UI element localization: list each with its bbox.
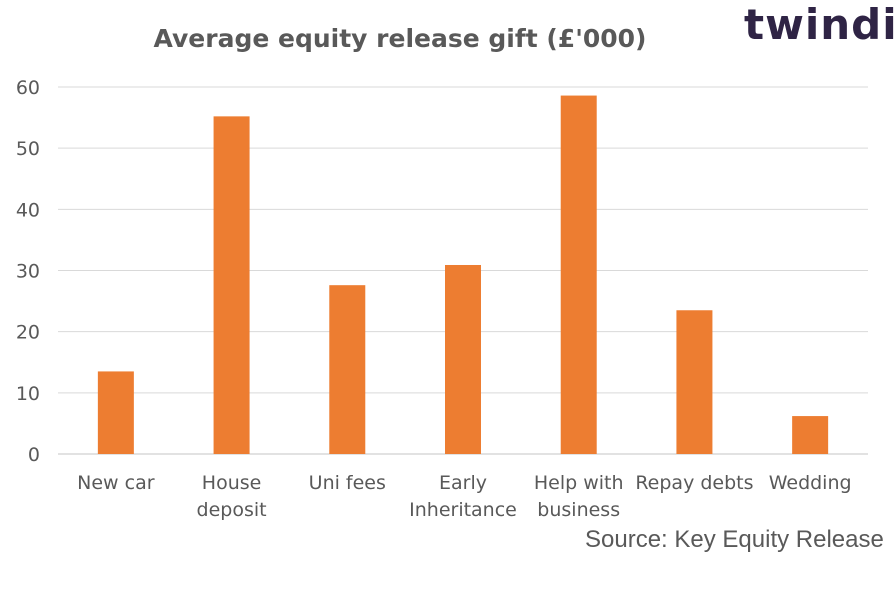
- bar: [445, 264, 481, 454]
- bar: [676, 310, 713, 454]
- bar: [97, 371, 134, 454]
- bar: [213, 116, 250, 455]
- x-category-label: deposit: [197, 499, 267, 521]
- chart-title: Average equity release gift (£'000): [153, 24, 647, 53]
- x-category-label: Help with: [534, 472, 624, 494]
- x-category-label: House: [202, 472, 262, 494]
- x-category-label: Repay debts: [635, 472, 753, 494]
- x-category-label: business: [537, 499, 620, 521]
- bar: [560, 95, 597, 455]
- x-category-label: New car: [77, 472, 155, 494]
- y-tick-label: 20: [16, 322, 40, 344]
- y-tick-label: 40: [16, 199, 40, 221]
- x-category-label: Inheritance: [409, 499, 517, 521]
- logo-text: twindig: [744, 0, 896, 49]
- y-tick-label: 10: [16, 383, 40, 405]
- y-tick-label: 50: [16, 138, 40, 160]
- source-note: Source: Key Equity Release: [585, 526, 884, 553]
- bar: [329, 285, 366, 454]
- y-tick-label: 30: [16, 261, 40, 283]
- x-category-label: Wedding: [769, 472, 852, 494]
- y-tick-label: 60: [16, 77, 40, 99]
- x-category-label: Early: [439, 472, 487, 494]
- x-category-label: Uni fees: [309, 472, 386, 494]
- bar: [792, 416, 829, 454]
- y-tick-label: 0: [28, 444, 40, 466]
- twindig-logo: twindig: [744, 0, 896, 49]
